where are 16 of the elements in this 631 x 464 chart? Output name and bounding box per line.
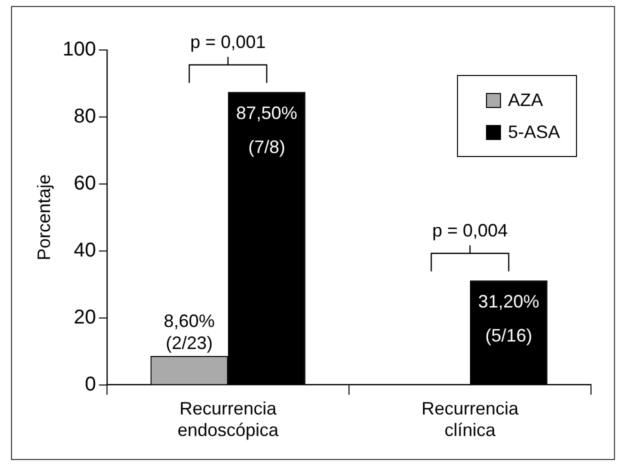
data-label: 31,20% (5/16) <box>478 291 540 346</box>
legend-label: 5-ASA <box>508 121 560 144</box>
annotation: p = 0,001 <box>190 32 266 52</box>
y-tick-label: 100 <box>62 38 96 61</box>
y-tick-label: 80 <box>74 105 96 128</box>
y-tick-label: 20 <box>74 306 96 328</box>
y-axis-title: Porcentaje <box>34 174 54 260</box>
x-tick-label: Recurrencia clínica <box>421 398 520 440</box>
legend-label: AZA <box>508 89 544 112</box>
x-tick-label: Recurrencia endoscópica <box>177 398 280 440</box>
annotation: p = 0,004 <box>432 220 508 240</box>
y-tick-label: 0 <box>84 373 96 396</box>
data-label: 8,60% (2/23) <box>164 310 215 353</box>
y-tick-label: 40 <box>74 239 96 262</box>
data-label: 87,50% (7/8) <box>236 102 298 157</box>
y-tick-label: 60 <box>74 172 96 194</box>
